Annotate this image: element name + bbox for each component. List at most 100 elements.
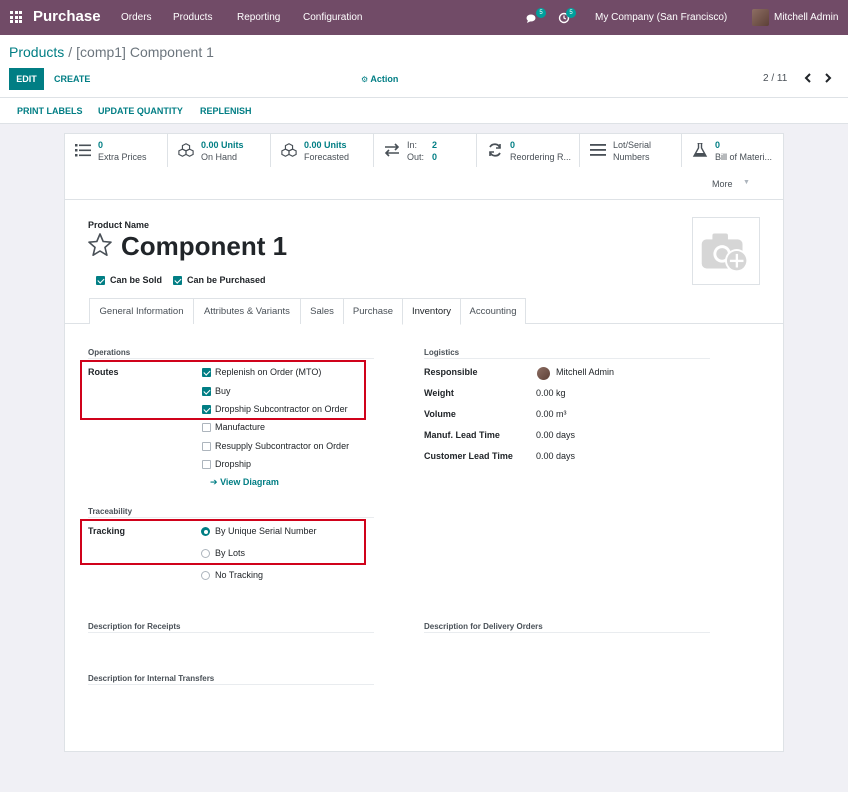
control-panel: Products / [comp1] Component 1 EDIT CREATE… (0, 35, 848, 98)
product-name-label: Product Name (88, 220, 150, 230)
route-mto-checkbox[interactable] (202, 368, 211, 377)
can-be-sold-checkbox[interactable] (96, 276, 105, 285)
menu-reporting[interactable]: Reporting (237, 12, 281, 23)
smart-button-lot-serial[interactable]: Lot/Serial Numbers (580, 134, 682, 167)
print-labels-button[interactable]: PRINT LABELS (17, 106, 83, 116)
tracking-serial-label: By Unique Serial Number (215, 526, 317, 536)
lot-serial-label-line1: Lot/Serial (613, 140, 652, 150)
extra-prices-value: 0 (98, 140, 104, 150)
star-icon[interactable] (87, 232, 113, 258)
app-name[interactable]: Purchase (33, 8, 101, 25)
out-label: Out: (407, 152, 425, 162)
route-manufacture-checkbox[interactable] (202, 423, 211, 432)
route-resupply-subcontractor-checkbox[interactable] (202, 442, 211, 451)
customer-lead-time-label: Customer Lead Time (424, 451, 513, 461)
messages-badge: 5 (536, 8, 546, 18)
user-avatar[interactable] (752, 9, 769, 26)
description-receipts-field[interactable] (88, 632, 374, 633)
update-quantity-button[interactable]: UPDATE QUANTITY (98, 106, 183, 116)
refresh-icon (489, 143, 501, 157)
create-button[interactable]: CREATE (54, 74, 91, 84)
weight-label: Weight (424, 388, 454, 398)
menu-configuration[interactable]: Configuration (303, 12, 363, 23)
tracking-lots-label: By Lots (215, 548, 246, 558)
tab-sales[interactable]: Sales (300, 298, 344, 324)
bom-label: Bill of Materi... (715, 152, 773, 162)
tracking-serial-radio[interactable] (201, 527, 210, 536)
traceability-divider (88, 517, 374, 518)
description-delivery-field[interactable] (424, 632, 710, 633)
more-label: More (712, 179, 733, 189)
tab-inventory[interactable]: Inventory (402, 298, 461, 325)
smart-button-in-out[interactable]: In: 2 Out: 0 (374, 134, 477, 167)
operations-heading: Operations (88, 348, 131, 357)
responsible-value[interactable]: Mitchell Admin (556, 367, 615, 377)
smart-button-forecasted[interactable]: 0.00 Units Forecasted (271, 134, 374, 167)
tracking-none-radio[interactable] (201, 571, 210, 580)
route-resupply-subcontractor-label: Resupply Subcontractor on Order (215, 441, 350, 451)
customer-lead-time-value[interactable]: 0.00 days (536, 451, 576, 461)
forecasted-value: 0.00 Units (304, 140, 347, 150)
smart-button-reordering-rules[interactable]: 0 Reordering R... (477, 134, 580, 167)
breadcrumb-current: [comp1] Component 1 (76, 44, 214, 60)
description-receipts-heading: Description for Receipts (88, 622, 181, 631)
replenish-button[interactable]: REPLENISH (200, 106, 252, 116)
notebook-tabs: General Information Attributes & Variant… (65, 298, 783, 325)
messages-icon[interactable] (526, 12, 538, 24)
description-internal-field[interactable] (88, 684, 374, 685)
activities-badge: 5 (566, 8, 576, 18)
gear-icon: ⚙ (361, 75, 369, 84)
smart-button-on-hand[interactable]: 0.00 Units On Hand (168, 134, 271, 167)
route-dropship-subcontractor-checkbox[interactable] (202, 405, 211, 414)
bom-value: 0 (715, 140, 721, 150)
activity-clock-icon[interactable] (558, 12, 570, 24)
pager-value[interactable]: 2 / 11 (763, 73, 788, 84)
breadcrumb-separator: / (68, 44, 73, 60)
company-switcher[interactable]: My Company (San Francisco) (595, 12, 728, 23)
route-dropship-label: Dropship (215, 459, 252, 469)
smart-button-bill-of-materials[interactable]: 0 Bill of Materi... (682, 134, 783, 167)
tab-attributes-variants[interactable]: Attributes & Variants (193, 298, 301, 324)
in-value: 2 (432, 140, 438, 150)
can-be-purchased-label: Can be Purchased (187, 275, 266, 285)
product-image-placeholder[interactable] (692, 217, 760, 285)
routes-label: Routes (88, 367, 119, 377)
menu-products[interactable]: Products (173, 12, 213, 23)
view-diagram-link[interactable]: ➔ View Diagram (210, 477, 279, 488)
action-menu[interactable]: ⚙ Action (361, 74, 398, 84)
lot-serial-label-line2: Numbers (613, 152, 650, 162)
route-dropship-subcontractor-label: Dropship Subcontractor on Order (215, 404, 348, 414)
tracking-lots-radio[interactable] (201, 549, 210, 558)
operations-divider (88, 358, 374, 359)
can-be-purchased-checkbox[interactable] (173, 276, 182, 285)
apps-grid-icon[interactable] (10, 11, 22, 23)
weight-value[interactable]: 0.00 kg (536, 388, 566, 398)
volume-label: Volume (424, 409, 456, 419)
user-menu[interactable]: Mitchell Admin (774, 12, 839, 23)
route-buy-label: Buy (215, 386, 231, 396)
chevron-left-icon[interactable] (802, 72, 814, 84)
route-mto-label: Replenish on Order (MTO) (215, 367, 322, 377)
tab-accounting[interactable]: Accounting (460, 298, 526, 324)
can-be-sold-label: Can be Sold (110, 275, 163, 285)
route-buy-checkbox[interactable] (202, 387, 211, 396)
caret-down-icon: ▼ (743, 179, 750, 186)
volume-value[interactable]: 0.00 m³ (536, 409, 567, 419)
route-dropship-checkbox[interactable] (202, 460, 211, 469)
tab-general-information[interactable]: General Information (89, 298, 194, 324)
in-label: In: (407, 140, 418, 150)
description-internal-heading: Description for Internal Transfers (88, 674, 215, 683)
responsible-avatar (537, 367, 550, 380)
smart-button-extra-prices[interactable]: 0 Extra Prices (65, 134, 168, 167)
edit-button[interactable]: EDIT (9, 68, 44, 90)
product-title[interactable]: Component 1 (121, 231, 288, 261)
breadcrumb: Products / [comp1] Component 1 (9, 44, 214, 60)
extra-prices-label: Extra Prices (98, 152, 147, 162)
chevron-right-icon[interactable] (822, 72, 834, 84)
menu-orders[interactable]: Orders (121, 12, 152, 23)
tab-purchase[interactable]: Purchase (343, 298, 403, 324)
breadcrumb-products[interactable]: Products (9, 44, 65, 60)
manuf-lead-time-value[interactable]: 0.00 days (536, 430, 576, 440)
more-dropdown[interactable]: More ▼ (682, 167, 783, 200)
list-icon (75, 144, 91, 157)
